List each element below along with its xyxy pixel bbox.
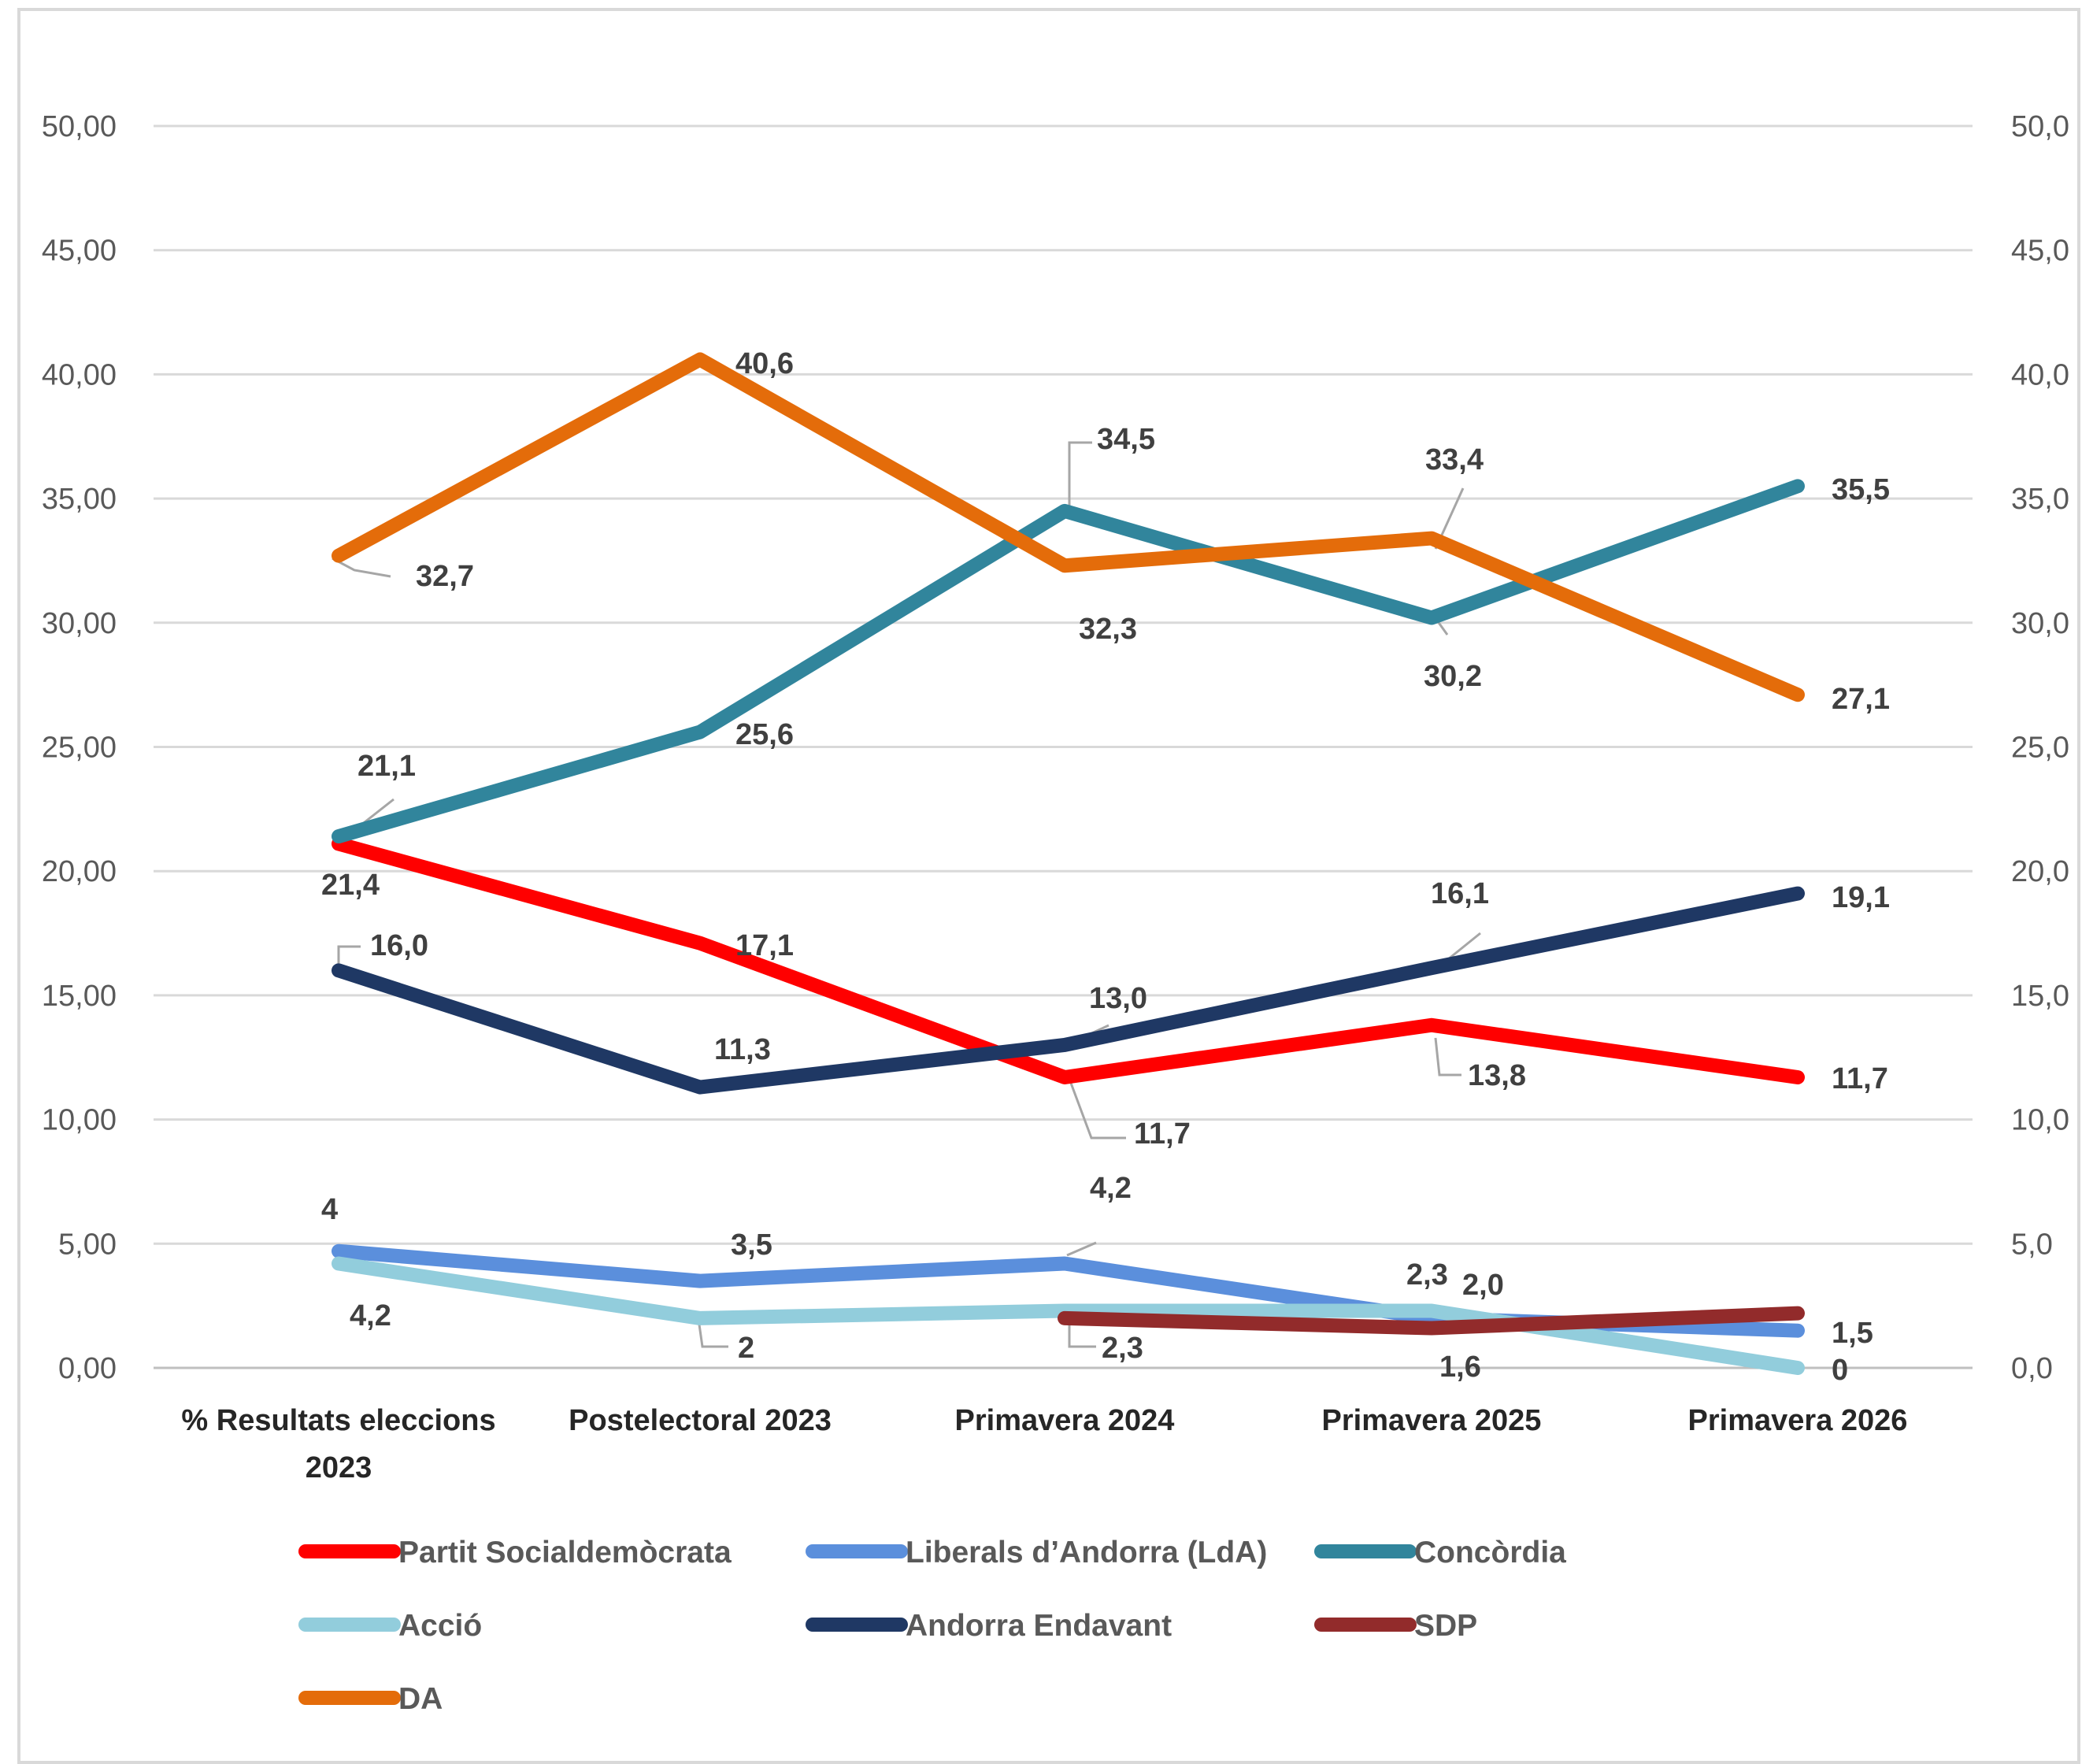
y-tick-label-right: 25,0 <box>2011 732 2069 765</box>
leader-line <box>698 1324 728 1348</box>
series-line <box>332 886 1805 1095</box>
y-tick-label-right: 40,0 <box>2011 358 2069 391</box>
data-labels: 21,4 17,1 11,7 13,8 11,7 4 3,5 4,2 2,0 1,5 21,1 25,… <box>321 347 1890 1387</box>
leader-line <box>1068 441 1092 508</box>
data-label: 33,4 <box>1425 443 1484 476</box>
x-tick-label-line: Postelectoral 2023 <box>569 1404 832 1437</box>
chart-frame <box>17 8 2080 1764</box>
data-label: 21,1 <box>357 750 416 783</box>
data-label: 16,0 <box>370 929 428 962</box>
data-label: 32,7 <box>416 560 474 593</box>
data-label: 3,5 <box>731 1228 772 1262</box>
y-tick-label-right: 35,0 <box>2011 483 2069 516</box>
y-tick-label-left: 15,00 <box>42 980 117 1013</box>
x-tick-label: Postelectoral 2023 <box>569 1404 832 1437</box>
gridlines <box>154 124 1973 1369</box>
y-tick-label-right: 5,0 <box>2011 1228 2053 1261</box>
series-lines <box>332 352 1805 1375</box>
legend-item: Acció <box>298 1609 482 1643</box>
legend-item: SDP <box>1314 1609 1477 1643</box>
leader-line <box>1068 1325 1096 1348</box>
y-tick-label-left: 35,00 <box>42 483 117 516</box>
legend-label: Liberals d’Andorra (LdA) <box>906 1536 1267 1569</box>
x-tick-label-line: % Resultats eleccions <box>181 1404 495 1437</box>
legend-item: DA <box>298 1682 443 1716</box>
data-label: 40,6 <box>735 347 794 380</box>
y-tick-label-left: 0,00 <box>58 1352 117 1385</box>
data-label: 4,2 <box>1090 1172 1132 1205</box>
x-tick-label: Primavera 2024 <box>955 1404 1175 1437</box>
data-label: 11,7 <box>1134 1117 1191 1151</box>
data-label: 4 <box>321 1193 338 1226</box>
x-tick-label-line: Primavera 2026 <box>1688 1404 1908 1437</box>
y-tick-label-right: 50,0 <box>2011 110 2069 143</box>
y-tick-label-left: 5,00 <box>58 1228 117 1261</box>
data-label: 2 <box>738 1332 754 1365</box>
y-tick-label-left: 25,00 <box>42 732 117 765</box>
y-tick-label-left: 40,00 <box>42 358 117 391</box>
legend-label: Acció <box>398 1609 482 1643</box>
legend-label: Andorra Endavant <box>906 1609 1172 1643</box>
leader-line <box>1434 1037 1461 1077</box>
legend-label: Concòrdia <box>1414 1536 1566 1569</box>
y-tick-label-right: 45,0 <box>2011 235 2069 268</box>
data-label: 2,3 <box>1406 1258 1448 1292</box>
legend-label: DA <box>398 1682 443 1716</box>
data-label: 2,0 <box>1462 1269 1504 1302</box>
y-tick-label-right: 10,0 <box>2011 1104 2069 1137</box>
data-label: 25,6 <box>735 718 794 751</box>
y-tick-label-right: 30,0 <box>2011 607 2069 640</box>
data-label: 13,0 <box>1089 982 1147 1015</box>
y-tick-label-left: 30,00 <box>42 607 117 640</box>
legend-label: Partit Socialdemòcrata <box>398 1536 732 1569</box>
x-tick-label: Primavera 2026 <box>1688 1404 1908 1437</box>
data-label: 19,1 <box>1832 881 1890 914</box>
data-label: 17,1 <box>735 929 794 962</box>
y-tick-label-right: 20,0 <box>2011 855 2069 888</box>
data-label: 2,3 <box>1102 1332 1143 1365</box>
data-label: 27,1 <box>1832 683 1890 716</box>
leader-line <box>1066 1241 1097 1257</box>
data-label: 30,2 <box>1424 660 1482 693</box>
series-line <box>332 836 1805 1084</box>
data-label: 16,1 <box>1431 877 1489 910</box>
x-tick-label: Primavera 2025 <box>1322 1404 1542 1437</box>
y-tick-label-left: 10,00 <box>42 1104 117 1137</box>
data-label: 35,5 <box>1832 473 1890 506</box>
y-axis-right: 0,0 5,0 10,0 15,0 20,0 25,0 30,0 35,0 40,0 45,0 50… <box>2011 110 2069 1385</box>
data-label: 34,5 <box>1097 423 1155 456</box>
y-tick-label-left: 50,00 <box>42 110 117 143</box>
data-label: 1,5 <box>1832 1317 1873 1350</box>
data-label: 1,6 <box>1439 1351 1481 1384</box>
leader-line <box>1068 1078 1126 1140</box>
legend-item: Concòrdia <box>1314 1536 1566 1569</box>
data-label: 11,3 <box>714 1033 771 1066</box>
legend-label: SDP <box>1414 1609 1477 1643</box>
data-label: 0 <box>1832 1354 1848 1387</box>
series-line <box>332 479 1805 844</box>
x-tick-label-line: Primavera 2025 <box>1322 1404 1542 1437</box>
x-tick-label-line: 2023 <box>306 1451 372 1484</box>
legend-item: Liberals d’Andorra (LdA) <box>806 1536 1267 1569</box>
data-label: 13,8 <box>1468 1059 1526 1092</box>
data-label: 11,7 <box>1832 1062 1888 1095</box>
y-tick-label-left: 20,00 <box>42 855 117 888</box>
data-label: 4,2 <box>350 1299 391 1332</box>
series-line <box>332 352 1805 702</box>
series-line <box>1058 1306 1805 1336</box>
y-tick-label-right: 0,0 <box>2011 1352 2053 1385</box>
data-label: 32,3 <box>1079 613 1137 646</box>
x-tick-label-line: Primavera 2024 <box>955 1404 1175 1437</box>
y-tick-label-left: 45,00 <box>42 235 117 268</box>
data-label: 21,4 <box>321 869 380 902</box>
legend-item: Andorra Endavant <box>806 1609 1172 1643</box>
x-axis: % Resultats eleccions 2023 Postelectoral 2… <box>181 1404 1907 1484</box>
y-tick-label-right: 15,0 <box>2011 980 2069 1013</box>
legend: Partit Socialdemòcrata Liberals d’Andorra… <box>298 1536 1566 1716</box>
x-tick-label: % Resultats eleccions 2023 <box>181 1404 495 1484</box>
y-axis-left: 0,00 5,00 10,00 15,00 20,00 25,00 30,00 35,00 40… <box>42 110 117 1385</box>
legend-item: Partit Socialdemòcrata <box>298 1536 732 1569</box>
